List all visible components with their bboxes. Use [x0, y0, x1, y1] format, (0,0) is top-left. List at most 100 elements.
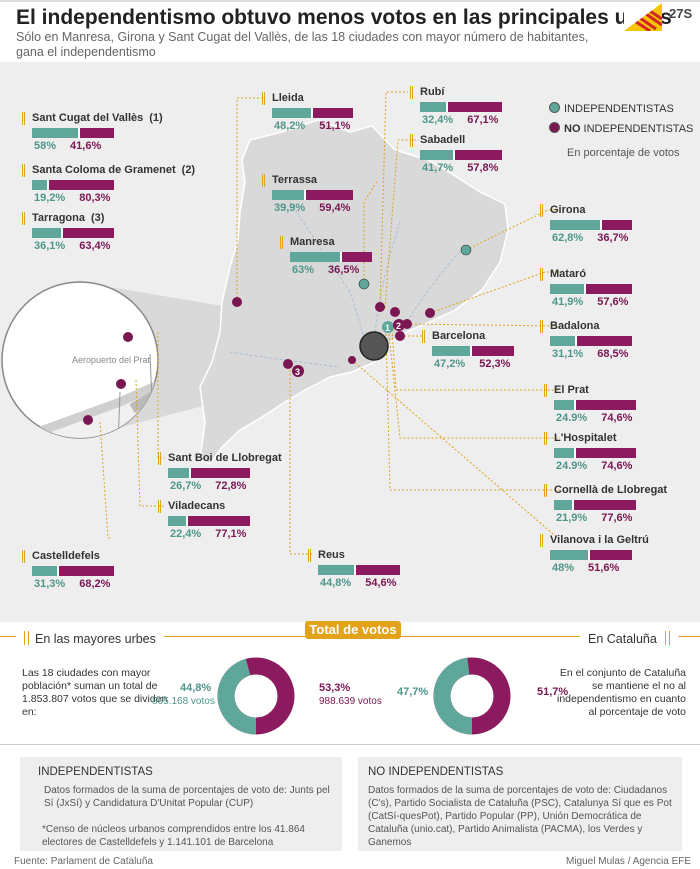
bar-noindep	[575, 400, 636, 410]
badge-2	[393, 319, 405, 331]
city-indep-value: 62,8%	[552, 232, 584, 244]
city-footnote: (2)	[181, 164, 196, 176]
bar-noindep	[590, 550, 632, 560]
city-noindep-value: 57,6%	[597, 296, 629, 308]
city-indep-value: 22,4%	[170, 528, 202, 540]
urbes-marker	[24, 631, 29, 645]
city-indep-value: 19,2%	[34, 192, 66, 204]
bar-gap	[453, 150, 456, 160]
city-name: Tarragona	[22, 212, 85, 225]
marker-viladecans	[116, 379, 126, 389]
city-name: Sabadell	[410, 134, 465, 147]
bar-gap	[588, 550, 591, 560]
marker-barcelona	[395, 331, 405, 341]
marker-terrassa	[375, 302, 385, 312]
urbes-indep-pct: 44,8%	[180, 682, 212, 694]
badge-1-label: 1	[385, 323, 390, 333]
city-indep-value: 36,1%	[34, 240, 66, 252]
bar-gap	[571, 500, 574, 510]
city-noindep-value: 68,2%	[79, 578, 111, 590]
city-indep-value: 26,7%	[170, 480, 202, 492]
bar-indep	[420, 102, 446, 112]
city-indep-value: 21,9%	[556, 512, 588, 524]
city-name: Terrassa	[262, 174, 317, 187]
bar-indep	[32, 128, 79, 138]
bar-gap	[310, 108, 313, 118]
bar-gap	[47, 180, 50, 190]
city-footnote: (1)	[149, 112, 163, 124]
marker-mataro	[425, 308, 435, 318]
bar-gap	[583, 284, 586, 294]
city-noindep-value: 68,5%	[597, 348, 629, 360]
city-indep-value: 31,1%	[552, 348, 584, 360]
urbes-text: Las 18 ciudades con mayor población* sum…	[22, 667, 168, 718]
city-card: Sant Cugat del Vallès (1) 58% 41,6%	[22, 112, 163, 152]
page-title: El independentismo obtuvo menos votos en…	[16, 6, 672, 29]
bar-noindep	[573, 500, 636, 510]
city-noindep-value: 74,6%	[601, 460, 633, 472]
city-card: Santa Coloma de Gramenet (2) 19,2% 80,3%	[22, 164, 195, 204]
city-noindep-value: 77,1%	[215, 528, 247, 540]
city-name: Girona	[540, 204, 585, 217]
city-vote-bar	[550, 220, 632, 230]
bar-indep	[272, 190, 304, 200]
city-name: Castelldefels	[22, 550, 100, 563]
footer-source: Fuente: Parlament de Cataluña	[14, 856, 153, 867]
notes-rule	[0, 744, 700, 745]
bar-noindep	[602, 220, 632, 230]
bar-indep	[272, 108, 311, 118]
city-vote-bar	[554, 448, 636, 458]
city-card: El Prat 24.9% 74,6%	[544, 384, 636, 424]
bar-noindep	[312, 108, 354, 118]
city-vote-bar	[550, 550, 632, 560]
city-noindep-value: 74,6%	[601, 412, 633, 424]
city-card: Badalona 31,1% 68,5%	[540, 320, 632, 360]
bar-indep	[32, 180, 48, 190]
city-vote-bar	[550, 336, 632, 346]
noindep-note-title: NO INDEPENDENTISTAS	[368, 766, 504, 778]
airport-label: Aeropuerto del Prat	[72, 355, 151, 365]
marker-reus	[283, 359, 293, 369]
bar-indep	[550, 220, 601, 230]
city-card: Viladecans 22,4% 77,1%	[158, 500, 250, 540]
bar-noindep	[471, 346, 514, 356]
urbes-indep-slice	[217, 657, 295, 735]
catalan-flag-icon	[624, 3, 662, 31]
city-vote-bar	[32, 180, 114, 190]
city-vote-bar	[318, 565, 400, 575]
city-card: Castelldefels 31,3% 68,2%	[22, 550, 114, 590]
city-name: Badalona	[540, 320, 600, 333]
noindep-note-text: Datos formados de la suma de porcentajes…	[368, 785, 672, 848]
city-name: Vilanova i la Geltrú	[540, 534, 649, 547]
city-card: Girona 62,8% 36,7%	[540, 204, 632, 244]
city-noindep-value: 72,8%	[215, 480, 247, 492]
bar-gap	[600, 220, 603, 230]
bar-indep	[432, 346, 470, 356]
city-vote-bar	[554, 400, 636, 410]
marker-sant-boi	[123, 332, 133, 342]
city-vote-bar	[168, 516, 250, 526]
city-card: Cornellà de Llobregat 21,9% 77,6%	[544, 484, 673, 524]
bar-noindep	[455, 150, 502, 160]
city-vote-bar	[168, 468, 250, 478]
city-card: Rubí 32,4% 67,1%	[410, 86, 502, 126]
bar-gap	[573, 400, 576, 410]
urbes-box: En las mayores urbes	[16, 630, 164, 648]
bar-gap	[57, 566, 60, 576]
badge-1	[382, 321, 394, 333]
legend-noindep: NO INDEPENDENTISTAS	[549, 122, 693, 135]
city-indep-value: 48,2%	[274, 120, 306, 132]
bar-indep	[554, 400, 574, 410]
bar-gap	[469, 346, 472, 356]
bar-noindep	[49, 180, 114, 190]
city-card: Manresa 63% 36,5%	[280, 236, 372, 276]
marker-lleida	[232, 297, 242, 307]
city-name: Sant Boi de Llobregat	[158, 452, 282, 465]
bar-noindep	[342, 252, 372, 262]
city-indep-value: 48%	[552, 562, 575, 574]
city-card: Barcelona 47,2% 52,3%	[422, 330, 514, 370]
bar-indep	[168, 516, 186, 526]
bar-noindep	[355, 565, 400, 575]
totals-heading: Total de votos	[305, 621, 401, 639]
urbes-indep-votes: 865.168 votos	[152, 696, 215, 707]
